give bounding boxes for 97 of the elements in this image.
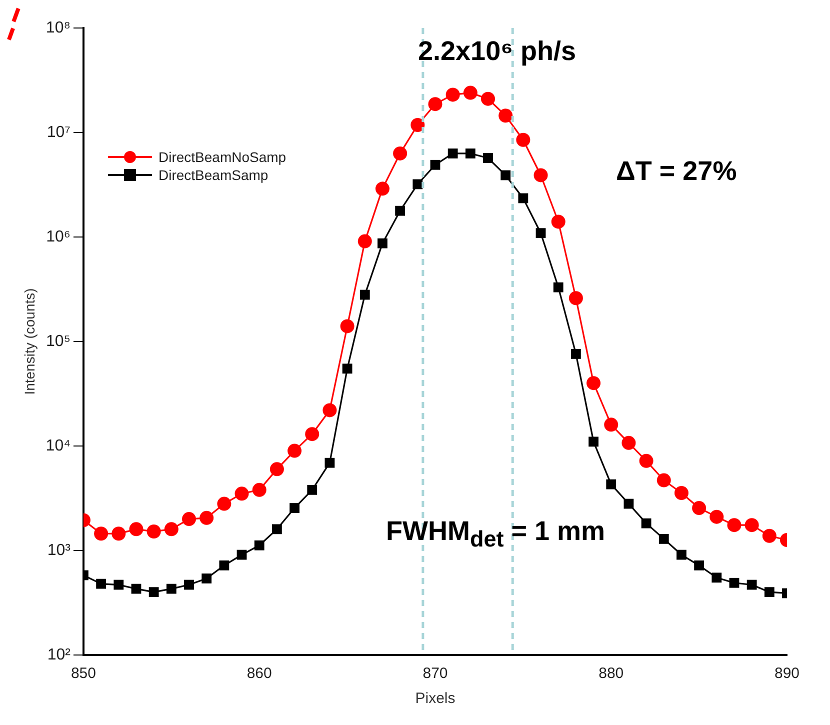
- point: [553, 282, 564, 292]
- point: [674, 486, 688, 500]
- point: [322, 403, 337, 418]
- point: [340, 319, 354, 334]
- point: [375, 182, 390, 196]
- point: [358, 234, 372, 248]
- y-tick-label: 10³: [47, 542, 72, 559]
- legend-label: DirectBeamNoSamp: [158, 149, 286, 165]
- y-tick-label: 10⁸: [46, 19, 70, 36]
- point: [129, 522, 144, 536]
- point: [481, 92, 495, 106]
- point: [729, 578, 740, 588]
- point: [219, 560, 230, 570]
- y-tick-label: 10⁷: [46, 124, 71, 141]
- point: [290, 503, 300, 513]
- annotation: ΔT = 27%: [616, 156, 737, 187]
- x-tick-label: 890: [774, 665, 800, 682]
- point: [744, 518, 759, 532]
- point: [272, 524, 282, 534]
- point: [114, 580, 124, 590]
- point: [676, 550, 686, 560]
- point: [604, 418, 618, 432]
- x-tick-label: 850: [70, 665, 96, 682]
- point: [307, 484, 318, 495]
- point: [518, 193, 528, 204]
- y-tick-label: 10⁵: [46, 332, 70, 350]
- x-tick-label: 870: [422, 665, 448, 682]
- point: [624, 498, 634, 509]
- point: [360, 290, 370, 300]
- point: [448, 148, 458, 158]
- point: [586, 376, 601, 390]
- point: [656, 473, 671, 488]
- point: [324, 458, 335, 468]
- point: [536, 228, 546, 238]
- point: [727, 518, 742, 532]
- x-axis-title: Pixels: [415, 690, 456, 708]
- point: [305, 427, 320, 442]
- point: [694, 560, 704, 570]
- point: [395, 206, 406, 216]
- point: [430, 160, 440, 170]
- point: [254, 540, 264, 550]
- point: [516, 132, 530, 147]
- point: [463, 86, 478, 100]
- x-tick-label: 860: [246, 665, 272, 682]
- point: [96, 578, 106, 589]
- point: [270, 462, 284, 476]
- point: [184, 580, 194, 590]
- point: [202, 574, 212, 584]
- point: [712, 572, 722, 583]
- point: [288, 444, 302, 458]
- y-tick-label: 10⁴: [46, 437, 71, 454]
- point: [252, 482, 266, 497]
- point: [412, 179, 423, 190]
- point: [551, 214, 566, 229]
- point: [746, 580, 757, 590]
- point: [641, 518, 652, 528]
- point: [164, 522, 178, 536]
- y-tick-label: 10⁶: [46, 228, 70, 246]
- point: [200, 510, 214, 525]
- y-tick-label: 10²: [47, 646, 72, 664]
- legend-label: DirectBeamSamp: [158, 167, 268, 183]
- point: [710, 510, 724, 524]
- x-tick-label: 880: [598, 665, 624, 682]
- point: [146, 524, 161, 538]
- point: [166, 584, 176, 594]
- point: [622, 436, 636, 450]
- point: [764, 587, 774, 598]
- point: [148, 587, 159, 598]
- point: [534, 168, 548, 182]
- point: [639, 454, 654, 468]
- point: [378, 238, 388, 248]
- point: [570, 349, 581, 359]
- point: [692, 501, 706, 516]
- point: [236, 550, 247, 560]
- point: [500, 170, 511, 180]
- y-axis-title: Intensity (counts): [21, 288, 38, 395]
- chart-title: 2.2x10⁶ ph/s: [418, 36, 576, 67]
- point: [446, 88, 460, 102]
- point: [94, 526, 108, 541]
- point: [568, 291, 583, 306]
- point: [498, 108, 513, 123]
- point: [658, 534, 669, 544]
- point: [465, 148, 476, 158]
- point: [428, 97, 442, 112]
- point: [131, 584, 142, 594]
- point: [342, 364, 352, 374]
- point: [393, 146, 408, 160]
- point: [410, 118, 425, 132]
- point: [112, 526, 126, 541]
- point: [606, 479, 616, 490]
- annotation: FWHM$_{det}$ = 1 mm: [386, 516, 606, 552]
- point: [762, 528, 776, 543]
- point: [182, 512, 196, 526]
- point: [588, 436, 598, 447]
- point: [217, 496, 232, 511]
- point: [483, 153, 493, 163]
- point: [234, 486, 249, 501]
